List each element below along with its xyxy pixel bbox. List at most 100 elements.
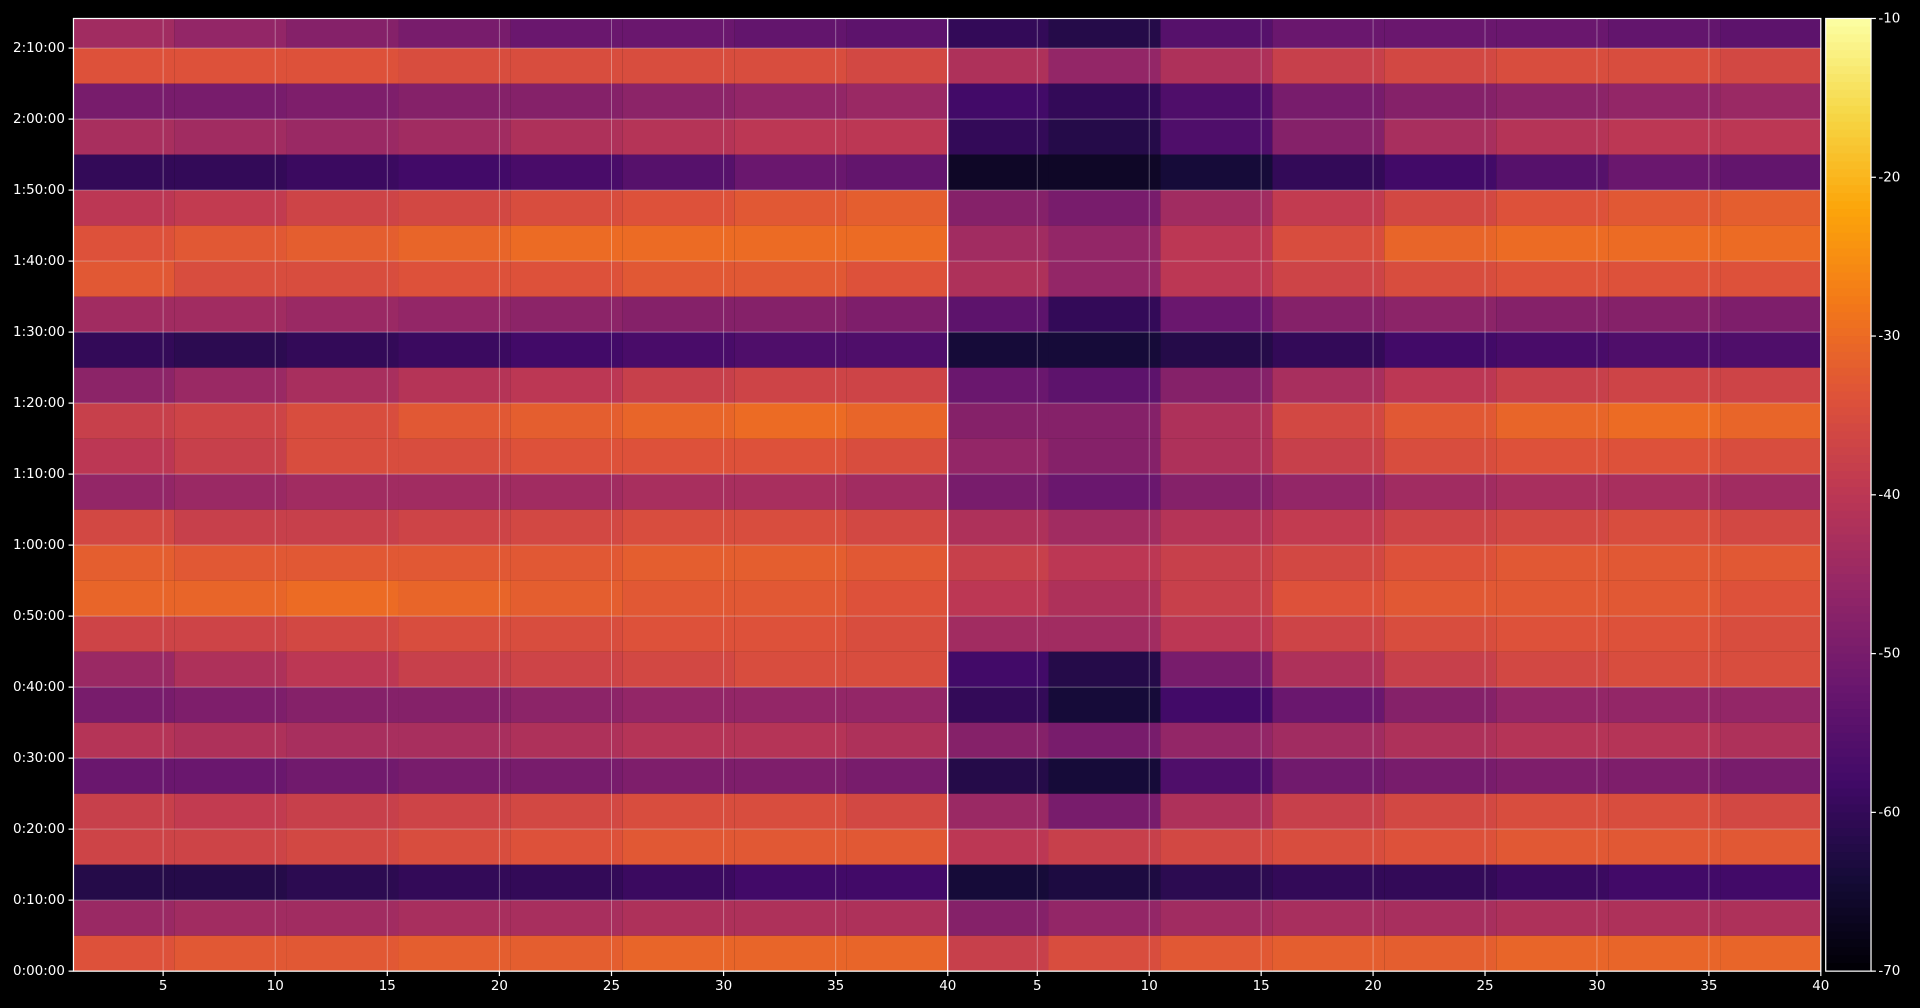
heat-cell: [846, 864, 948, 901]
colorbar-segment: [1825, 685, 1872, 694]
colorbar-segment: [1825, 74, 1872, 83]
colorbar-segment: [1825, 478, 1872, 488]
colorbar-segment: [1825, 709, 1872, 718]
heat-cell: [947, 154, 1049, 191]
colorbar-segment: [1825, 661, 1872, 671]
heat-cell: [73, 438, 175, 475]
heat-cell: [73, 687, 175, 723]
heat-cell: [286, 261, 399, 297]
heat-cell: [1384, 687, 1497, 723]
heat-cell: [1384, 403, 1497, 439]
colorbar-segment: [1825, 923, 1872, 933]
heat-cell: [286, 296, 399, 333]
colorbar-segment: [1825, 407, 1872, 417]
heat-cell: [1608, 18, 1721, 49]
heat-cell: [1384, 438, 1497, 475]
heat-cell: [1608, 225, 1721, 262]
heat-cell: [510, 119, 623, 155]
colorbar-segment: [1825, 455, 1872, 464]
heat-cell: [734, 190, 847, 226]
colorbar-segment: [1825, 193, 1872, 202]
heat-cell: [286, 509, 399, 546]
heat-cell: [1496, 119, 1609, 155]
heat-cell: [1048, 18, 1161, 49]
heat-cell: [174, 651, 287, 688]
y-tick-label: 0:00:00: [13, 964, 65, 979]
y-tick-label: 1:40:00: [13, 254, 65, 269]
heat-cell: [1384, 296, 1497, 333]
colorbar-segment: [1825, 336, 1872, 345]
heat-cell: [286, 687, 399, 723]
colorbar-segment: [1825, 629, 1872, 639]
colorbar-segment: [1825, 907, 1872, 917]
heat-cell: [1496, 758, 1609, 794]
colorbar-segment: [1825, 248, 1872, 258]
colorbar-segment: [1825, 447, 1872, 456]
heat-cell: [174, 616, 287, 652]
heat-cell: [1608, 509, 1721, 546]
heat-cell: [846, 687, 948, 723]
colorbar-segment: [1825, 669, 1872, 679]
heat-cell: [1160, 367, 1273, 404]
heat-cell: [1048, 296, 1161, 333]
heat-cell: [1384, 722, 1497, 759]
heat-cell: [1272, 296, 1385, 333]
colorbar-segment: [1825, 788, 1872, 798]
heat-cell: [510, 793, 623, 830]
heat-cell: [622, 403, 735, 439]
heat-cell: [1720, 651, 1821, 688]
heat-cell: [73, 616, 175, 652]
heat-cell: [947, 651, 1049, 688]
heat-cell: [1608, 793, 1721, 830]
heat-cell: [947, 545, 1049, 581]
heat-cell: [846, 367, 948, 404]
heat-cell: [510, 261, 623, 297]
heat-cell: [734, 509, 847, 546]
colorbar-segment: [1825, 891, 1872, 901]
heat-cell: [1608, 580, 1721, 617]
heat-cell: [1048, 829, 1161, 865]
heat-cell: [510, 438, 623, 475]
heat-cell: [846, 545, 948, 581]
colorbar-segment: [1825, 756, 1872, 766]
x-tick-label: 25: [1476, 979, 1493, 994]
heat-cell: [1160, 687, 1273, 723]
heat-cell: [1272, 651, 1385, 688]
colorbar-segment: [1825, 328, 1872, 337]
colorbar-segment: [1825, 486, 1872, 496]
colorbar-segment: [1825, 542, 1872, 551]
heat-cell: [1272, 18, 1385, 49]
heat-cell: [1608, 367, 1721, 404]
heat-cell: [1384, 48, 1497, 84]
heat-cell: [174, 48, 287, 84]
heat-cell: [286, 474, 399, 510]
heat-cell: [734, 154, 847, 191]
heat-cell: [1720, 367, 1821, 404]
heat-cell: [1384, 261, 1497, 297]
x-tick-label: 40: [939, 979, 956, 994]
heat-cell: [1720, 332, 1821, 368]
heat-cell: [1048, 154, 1161, 191]
heat-cell: [286, 864, 399, 901]
heat-cell: [398, 438, 511, 475]
heat-cell: [622, 793, 735, 830]
y-tick-label: 2:10:00: [13, 41, 65, 56]
heat-cell: [622, 580, 735, 617]
heat-cell: [398, 367, 511, 404]
heat-cell: [510, 367, 623, 404]
heat-cell: [1272, 545, 1385, 581]
heat-cell: [174, 864, 287, 901]
x-tick-label: 25: [603, 979, 620, 994]
heat-cell: [286, 651, 399, 688]
x-tick-label: 15: [1253, 979, 1270, 994]
heat-cell: [1272, 722, 1385, 759]
heat-cell: [1608, 864, 1721, 901]
heat-cell: [1272, 864, 1385, 901]
heat-cell: [1384, 474, 1497, 510]
colorbar-segment: [1825, 804, 1872, 813]
y-tick-label: 1:20:00: [13, 396, 65, 411]
heat-cell: [286, 119, 399, 155]
heat-cell: [734, 367, 847, 404]
heat-cell: [510, 651, 623, 688]
heat-cell: [1160, 225, 1273, 262]
